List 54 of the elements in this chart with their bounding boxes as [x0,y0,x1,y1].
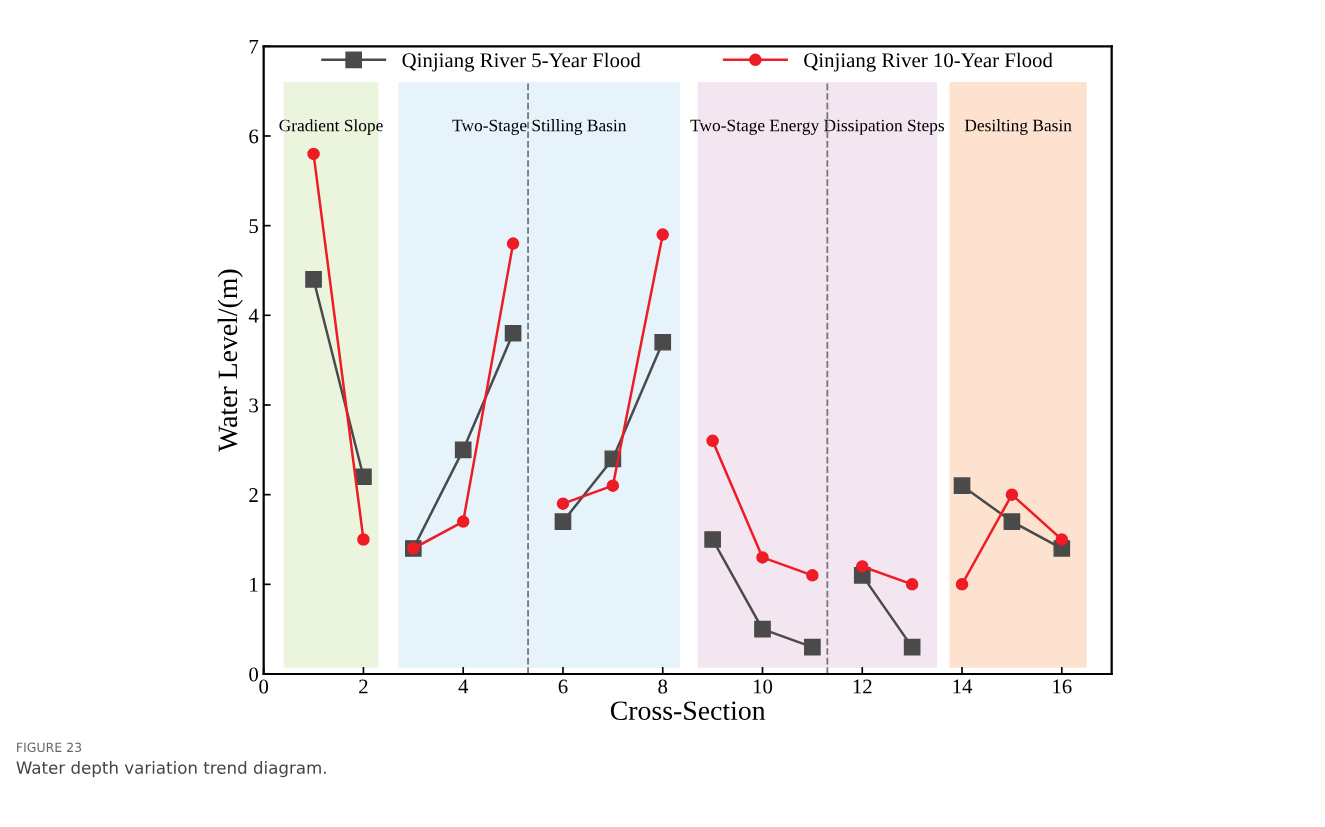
band-label: Desilting Basin [964,119,1072,135]
x-tick-label: 8 [658,679,668,694]
point [953,477,971,495]
y-tick-label: 3 [249,398,258,413]
y-tick-label: 0 [249,667,259,682]
x-tick-label: 2 [359,679,368,694]
point [905,578,919,591]
y-tick-label: 5 [249,219,258,234]
y-axis-title: Water Level/(m) [217,269,243,452]
y-tick-label: 6 [249,129,259,144]
y-tick-label: 2 [249,488,258,502]
point [307,147,320,161]
band-label: Gradient Slope [279,119,383,135]
y-tick-label: 7 [249,39,259,54]
point [606,479,620,492]
point [704,531,721,548]
point [355,468,372,486]
x-axis-title: Cross-Section [610,701,766,721]
point [1003,513,1021,530]
x-tick-label: 6 [558,679,568,694]
x-tick-label: 4 [458,679,469,694]
point [556,497,570,510]
x-tick-label: 14 [953,679,973,694]
caption: FIGURE 23 [17,742,82,753]
y-tick-label: 1 [250,577,258,592]
point [656,228,669,241]
point [506,237,520,250]
point [706,434,719,448]
x-tick-label: 16 [1053,679,1072,694]
point [1005,488,1019,501]
y-tick-label: 4 [248,308,259,323]
point [756,551,769,564]
point [504,324,522,342]
point [856,560,869,573]
band-label: Two-Stage Stilling Basin [452,119,627,135]
point [456,515,470,528]
point [654,333,672,351]
legend-label: Qinjiang River 10-Year Flood [804,52,1053,72]
point [806,569,819,582]
point [454,441,472,459]
point [554,513,572,530]
point [357,533,370,546]
x-tick-label: 10 [753,679,773,694]
band-label: Two-Stage Energy Dissipation Steps [690,119,944,135]
x-tick-label: 0 [259,679,269,694]
legend-label: Qinjiang River 5-Year Flood [402,52,641,72]
point [305,271,322,288]
text: Water depth variation trend diagram. [16,761,326,778]
x-tick-label: 12 [853,679,872,694]
point [1055,533,1069,546]
point [903,638,921,656]
point [955,578,969,591]
point [754,620,771,638]
point [804,638,821,656]
